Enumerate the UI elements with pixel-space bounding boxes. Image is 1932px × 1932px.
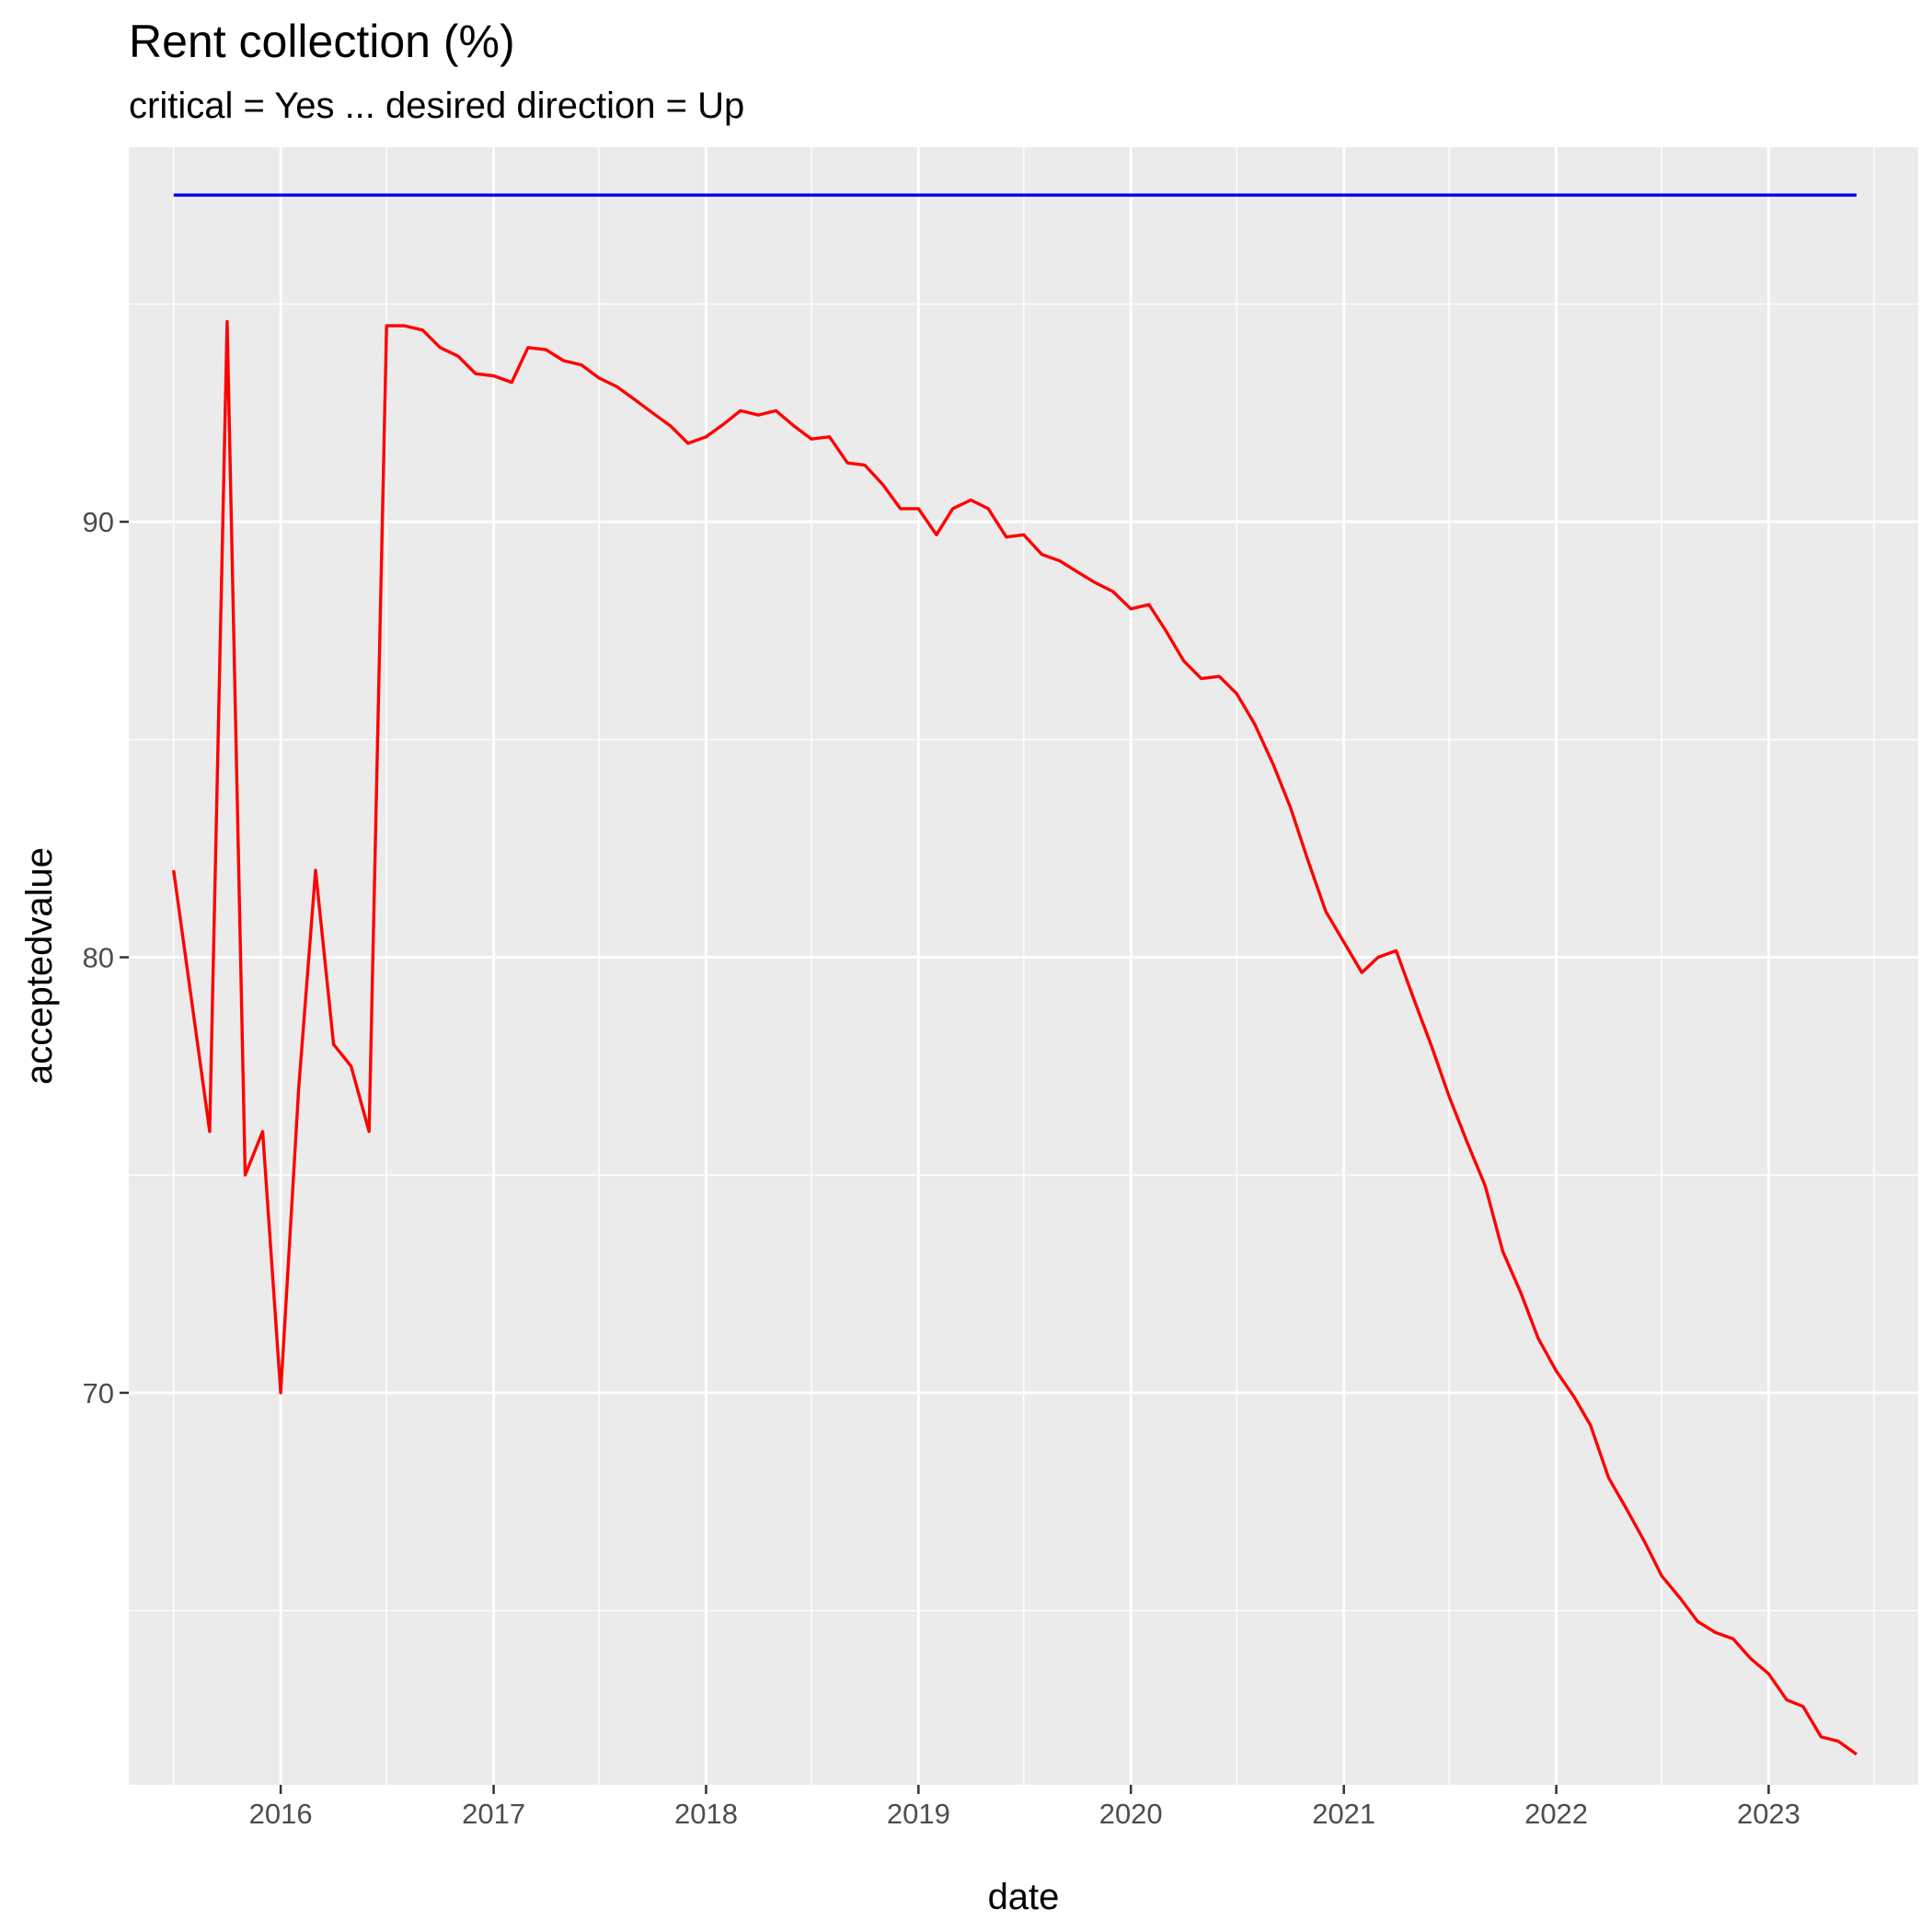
- axes: 2016 2017 2018 2019 2020 2021 2022 2023 70 80 90: [83, 506, 1800, 1830]
- x-tick-label: 2022: [1524, 1798, 1588, 1830]
- y-axis-title: acceptedvalue: [19, 847, 60, 1085]
- chart-title: Rent collection (%): [129, 16, 515, 67]
- y-tick-label: 70: [83, 1377, 114, 1409]
- y-tick-label: 90: [83, 506, 114, 538]
- data-series: [172, 193, 1857, 1756]
- x-tick-label: 2018: [674, 1798, 738, 1830]
- chart-subtitle: critical = Yes ... desired direction = U…: [129, 86, 744, 126]
- grid-lines: [129, 147, 1918, 1785]
- x-tick-label: 2021: [1312, 1798, 1375, 1830]
- x-tick-label: 2023: [1737, 1798, 1800, 1830]
- y-tick-label: 80: [83, 942, 114, 974]
- series-line-accepted-value: [172, 319, 1857, 1756]
- x-tick-label: 2020: [1099, 1798, 1163, 1830]
- x-axis-title: date: [988, 1877, 1060, 1917]
- x-tick-label: 2019: [887, 1798, 950, 1830]
- x-tick-label: 2016: [249, 1798, 313, 1830]
- x-tick-label: 2017: [462, 1798, 525, 1830]
